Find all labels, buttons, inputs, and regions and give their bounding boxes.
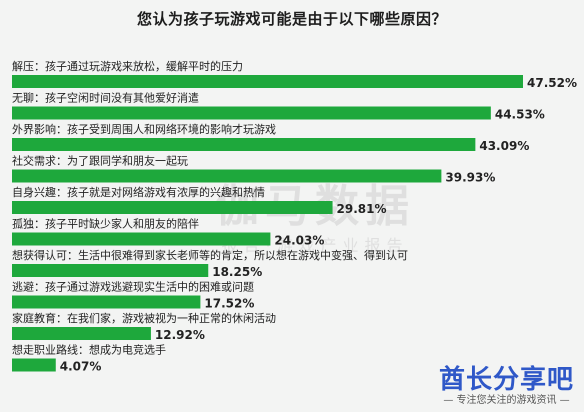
value-label: 12.92% <box>155 328 205 342</box>
bar <box>12 75 523 88</box>
value-label: 43.09% <box>479 139 529 153</box>
value-label: 44.53% <box>495 108 545 122</box>
value-label: 47.52% <box>527 76 577 90</box>
bar <box>12 295 201 309</box>
bar <box>12 358 56 372</box>
brand-tagline: — 专注您关注的游戏资讯 — <box>443 395 570 406</box>
bar <box>12 232 271 246</box>
bar <box>12 264 209 277</box>
category-label: 家庭教育：在我们家，游戏被视为一种正常的休闲活动 <box>12 311 276 325</box>
bar <box>12 169 442 183</box>
bar <box>12 106 491 120</box>
value-label: 39.93% <box>445 171 495 185</box>
category-label: 想获得认可：生活中很难得到家长老师等的肯定，所以想在游戏中变强、得到认可 <box>12 248 408 262</box>
bar <box>12 201 333 214</box>
chart-title: 您认为孩子玩游戏可能是由于以下哪些原因？ <box>136 10 447 28</box>
category-label: 想走职业路线：想成为电竞选手 <box>12 343 166 357</box>
brand-logo: 酋长分享吧 — 专注您关注的游戏资讯 — <box>439 365 574 407</box>
bar <box>12 327 151 340</box>
value-label: 4.07% <box>60 360 102 374</box>
category-label: 孤独：孩子平时缺少家人和朋友的陪伴 <box>12 217 199 231</box>
category-label: 逃避：孩子通过游戏逃避现实生活中的困难或问题 <box>12 280 254 294</box>
value-label: 17.52% <box>204 297 254 311</box>
brand-name: 酋长分享吧 <box>438 365 574 395</box>
category-label: 解压：孩子通过玩游戏来放松，缓解平时的压力 <box>12 59 243 73</box>
value-label: 29.81% <box>337 202 387 216</box>
value-label: 18.25% <box>212 265 262 279</box>
value-label: 24.03% <box>274 234 324 248</box>
category-label: 自身兴趣：孩子就是对网络游戏有浓厚的兴趣和热情 <box>12 185 265 199</box>
category-label: 无聊：孩子空闲时间没有其他爱好消遣 <box>12 91 199 105</box>
category-label: 外界影响：孩子受到周围人和网络环境的影响才玩游戏 <box>12 122 276 136</box>
category-label: 社交需求：为了跟同学和朋友一起玩 <box>12 154 188 168</box>
bar <box>12 138 476 151</box>
